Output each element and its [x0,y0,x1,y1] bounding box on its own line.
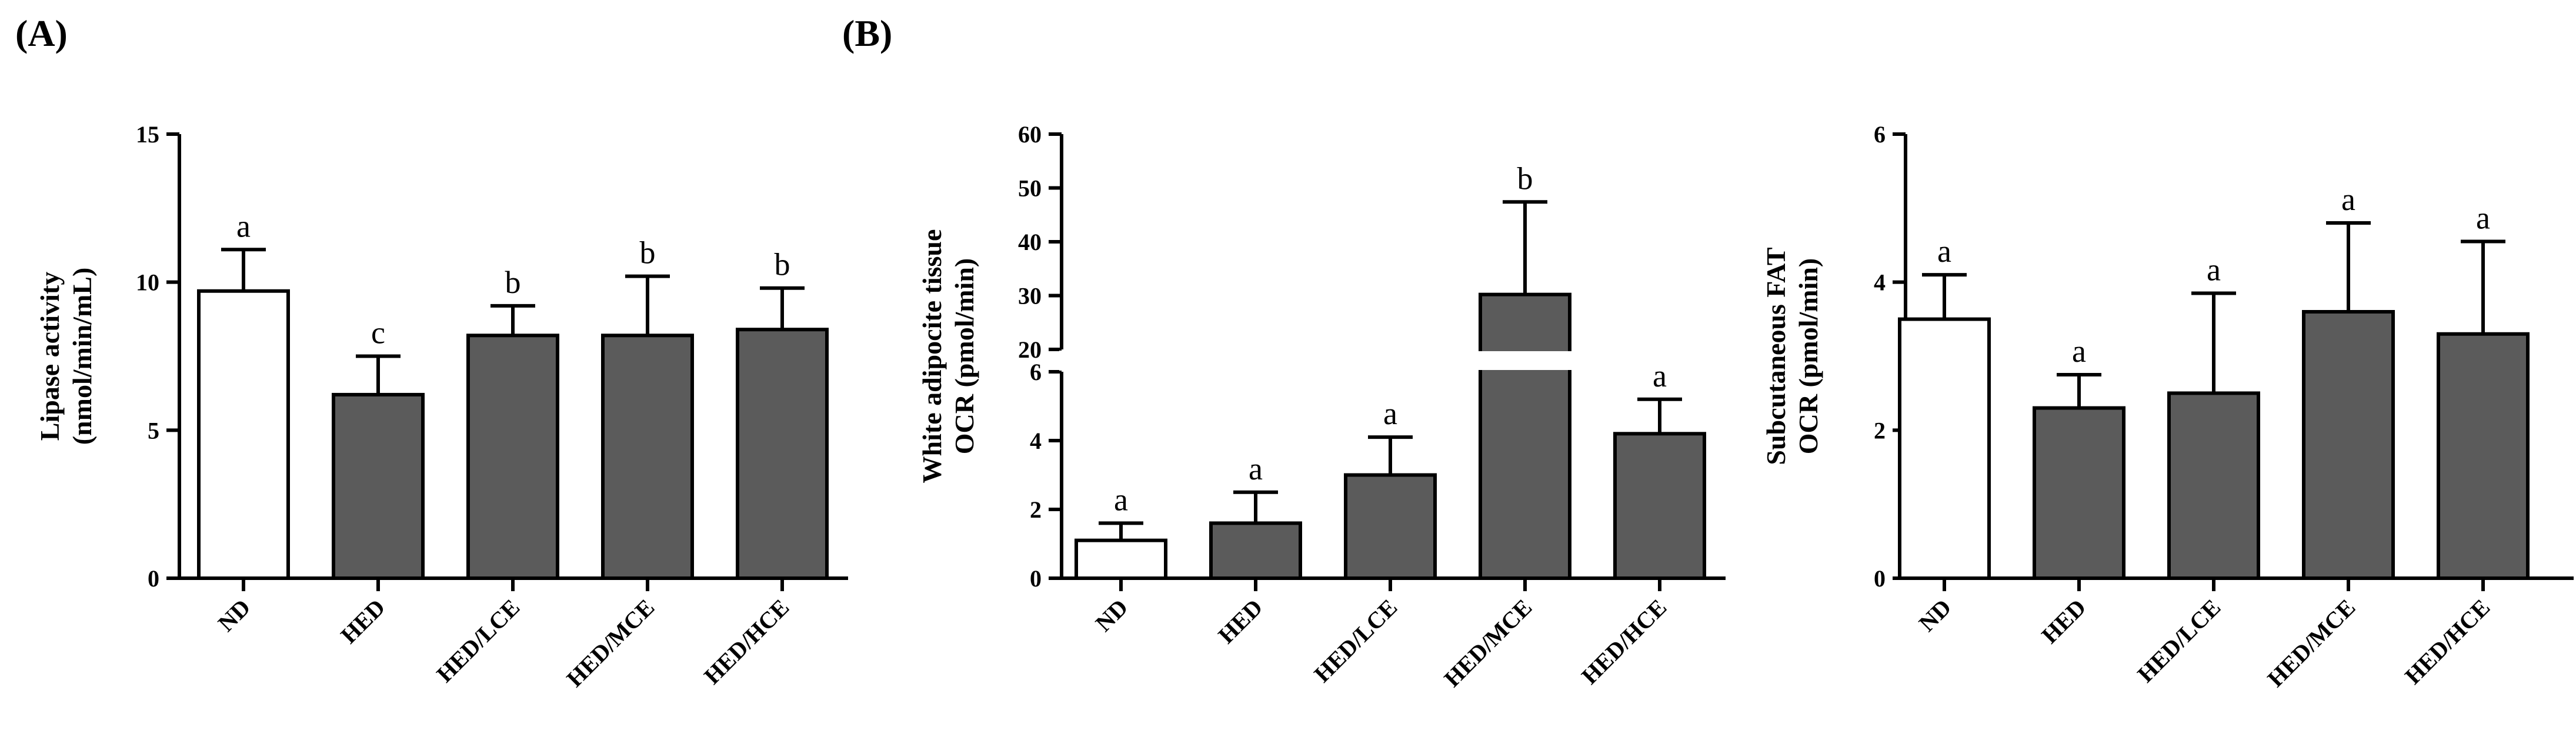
wat_ocr-significance-label: b [1517,161,1533,196]
panel-label-b: (B) [842,12,893,54]
lipase-category-label: ND [213,594,256,637]
sub_fat_ocr-y-tick-label: 2 [1874,417,1886,444]
wat_ocr-bar [1613,432,1706,580]
wat_ocr-y-tick-label: 2 [1030,496,1042,523]
lipase-y-tick-label: 0 [148,565,159,592]
lipase-significance-label: b [505,265,521,300]
wat_ocr-y-axis-label-line1: White adipocite tissue [917,229,947,484]
sub_fat_ocr-bar [1898,317,1991,580]
sub_fat_ocr-significance-label: a [2207,252,2221,288]
sub_fat_ocr-y-axis-label-line1: Subcutaneous FAT [1761,247,1791,465]
sub_fat_ocr-category-label: HED/MCE [2262,594,2360,692]
lipase-significance-label: b [775,247,790,282]
wat_ocr-category-label: ND [1090,594,1133,637]
sub_fat_ocr-y-tick-label: 4 [1874,269,1886,296]
lipase-significance-label: c [371,315,385,351]
wat_ocr-y-tick-label: 6 [1030,359,1042,385]
panel-label-a: (A) [15,12,68,54]
sub_fat_ocr-category-label: HED [2036,594,2091,649]
wat_ocr-y-tick-label: 60 [1018,121,1042,148]
wat_ocr-significance-label: a [1383,396,1397,431]
wat_ocr-y-tick-label: 20 [1018,336,1042,363]
wat_ocr-category-label: HED/MCE [1439,594,1537,692]
lipase-y-tick-label: 5 [148,417,159,444]
wat_ocr-y-tick-label: 40 [1018,229,1042,255]
lipase-bar [197,289,290,580]
lipase-y-tick-label: 10 [136,269,159,296]
sub_fat_ocr-significance-label: a [2072,334,2086,369]
lipase-bar [736,328,829,580]
lipase-significance-label: b [640,235,656,271]
sub_fat_ocr-bar [2167,391,2260,581]
wat_ocr-category-label: HED/LCE [1309,594,1402,688]
lipase-category-label: HED/MCE [561,594,659,692]
sub_fat_ocr-bar [2437,332,2530,580]
sub_fat_ocr-bar [2302,310,2395,580]
wat_ocr-axis-break-gap [1477,351,1573,370]
wat_ocr-bar [1209,521,1302,581]
wat_ocr-y-tick-label: 50 [1018,175,1042,202]
sub_fat_ocr-significance-label: a [2341,182,2355,217]
lipase-category-label: HED/LCE [431,594,525,688]
wat_ocr-bar [1075,538,1167,581]
lipase-bar [601,334,694,580]
wat_ocr-significance-label: a [1249,451,1263,486]
wat_ocr-significance-label: a [1653,358,1667,394]
lipase-category-label: HED [335,594,390,649]
wat_ocr-y-tick-label: 0 [1030,565,1042,592]
wat_ocr-category-label: HED/HCE [1576,594,1671,689]
wat_ocr-y-tick-label: 30 [1018,283,1042,309]
lipase-significance-label: a [236,208,251,244]
sub_fat_ocr-bar [2033,406,2125,580]
wat_ocr-y-axis-label-line2: OCR (pmol/min) [949,258,979,455]
lipase-y-axis-label-line1: Lipase activity [35,272,65,441]
lipase-bar [332,392,425,581]
sub_fat_ocr-significance-label: a [2476,200,2490,235]
wat_ocr-y-tick-label: 4 [1030,428,1042,454]
lipase-y-tick-label: 15 [136,121,159,148]
lipase-y-axis-label-line2: (nmol/min/mL) [67,268,97,445]
sub_fat_ocr-category-label: ND [1914,594,1957,637]
sub_fat_ocr-y-tick-label: 6 [1874,121,1886,148]
sub_fat_ocr-y-axis-label-line2: OCR (pmol/min) [1793,258,1823,455]
lipase-category-label: HED/HCE [699,594,794,689]
wat_ocr-significance-label: a [1114,482,1128,517]
sub_fat_ocr-y-tick-label: 0 [1874,565,1886,592]
sub_fat_ocr-category-label: HED/HCE [2400,594,2495,689]
wat_ocr-category-label: HED [1213,594,1267,649]
wat_ocr-axis-break [1059,351,1064,371]
lipase-bar [466,334,559,580]
sub_fat_ocr-category-label: HED/LCE [2132,594,2225,688]
wat_ocr-bar [1479,292,1571,580]
wat_ocr-bar [1344,473,1437,580]
sub_fat_ocr-significance-label: a [1937,234,1951,269]
